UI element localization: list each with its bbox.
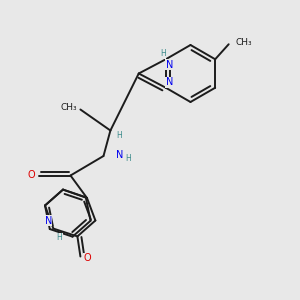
Text: N: N — [44, 216, 52, 226]
Text: CH₃: CH₃ — [60, 103, 77, 112]
Text: N: N — [166, 60, 173, 70]
Text: H: H — [116, 130, 122, 140]
Text: N: N — [166, 77, 173, 87]
Text: O: O — [83, 253, 91, 263]
Text: N: N — [116, 150, 124, 160]
Text: H: H — [125, 154, 131, 163]
Text: H: H — [160, 49, 166, 58]
Text: CH₃: CH₃ — [235, 38, 252, 47]
Text: O: O — [28, 170, 35, 181]
Text: H: H — [56, 233, 62, 242]
